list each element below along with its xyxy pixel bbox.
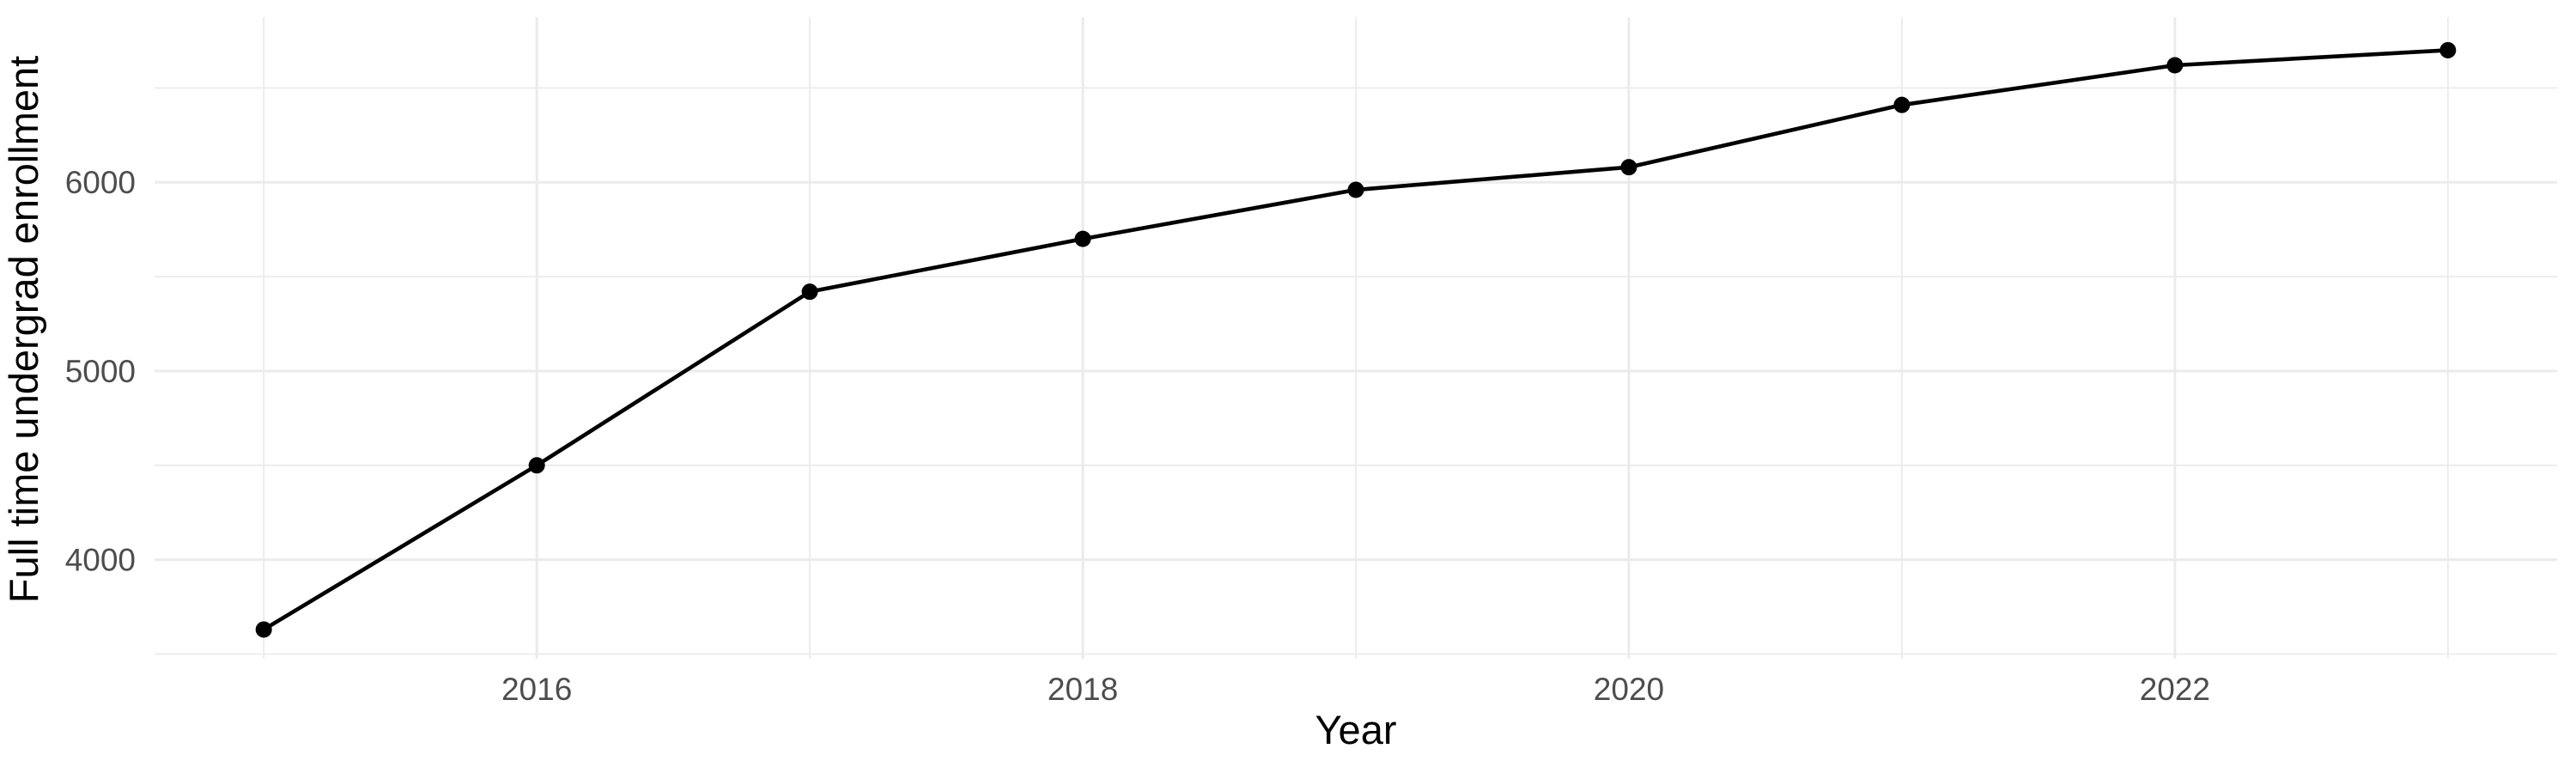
y-tick-label: 6000 [65,165,136,200]
data-point-2019 [1347,181,1364,198]
y-axis-title: Full time undergrad enrollment [1,56,46,603]
x-tick-label: 2018 [1048,672,1118,707]
x-tick-label: 2016 [501,672,572,707]
y-tick-label: 5000 [65,354,136,389]
data-point-2022 [2166,57,2184,74]
data-point-2020 [1620,159,1637,176]
data-point-2023 [2439,41,2457,58]
data-point-2017 [801,283,818,301]
x-tick-label: 2022 [2140,672,2210,707]
data-point-2016 [528,457,545,474]
data-point-2015 [255,621,272,638]
x-tick-label: 2020 [1594,672,1664,707]
data-point-2018 [1074,230,1091,247]
y-tick-label: 4000 [65,543,136,578]
x-axis-title: Year [1315,707,1397,752]
data-point-2021 [1893,96,1911,113]
